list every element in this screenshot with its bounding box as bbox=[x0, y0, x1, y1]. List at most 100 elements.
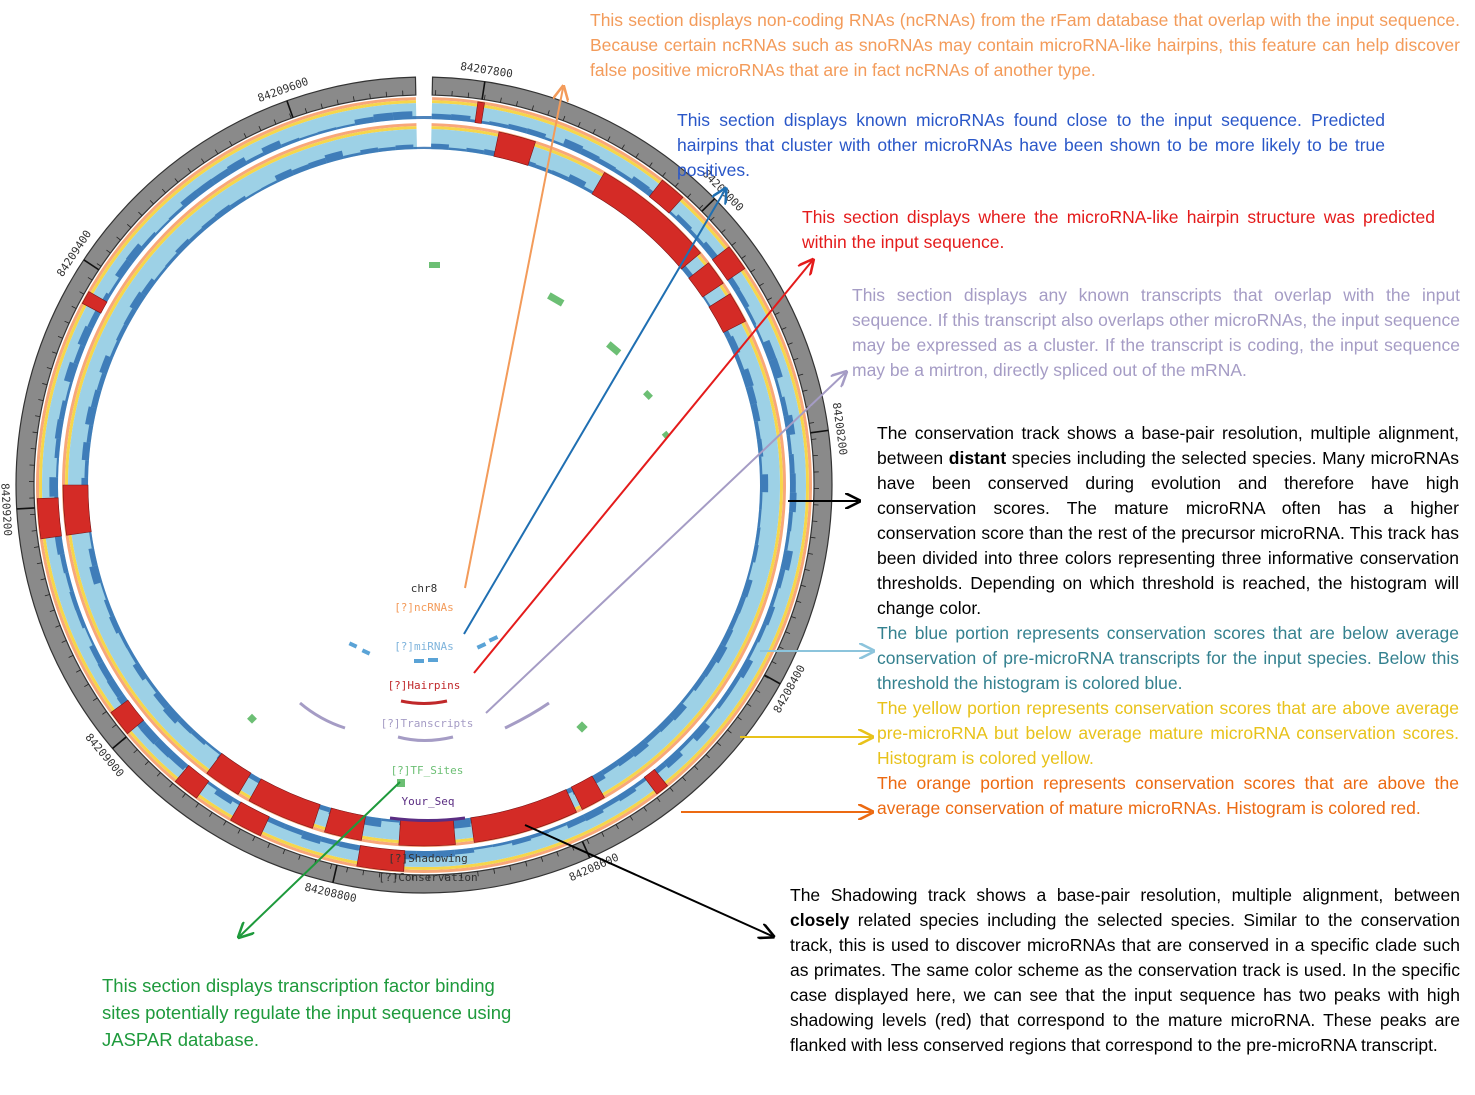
tick-minor bbox=[49, 609, 55, 613]
tick-minor bbox=[96, 263, 102, 267]
shadowing-histogram-bin bbox=[757, 509, 762, 528]
tf-site-mark bbox=[606, 341, 622, 356]
tick-major bbox=[83, 259, 100, 271]
shadowing-histogram-bin bbox=[229, 195, 247, 210]
tick-minor bbox=[195, 803, 199, 808]
conservation-track bbox=[35, 97, 812, 873]
tick-major bbox=[111, 736, 127, 750]
mirna-annotation: This section displays known microRNAs fo… bbox=[677, 110, 1385, 180]
tf-site-mark bbox=[397, 779, 405, 787]
shadowing-histogram-bin bbox=[759, 474, 769, 493]
tick-minor bbox=[223, 820, 227, 826]
tick-minor bbox=[174, 178, 179, 183]
conservation-peak bbox=[230, 801, 270, 837]
hairpin-annotation: This section displays where the microRNA… bbox=[802, 207, 1435, 252]
conservation-histogram-bin bbox=[141, 231, 158, 249]
shadowing-histogram-bin bbox=[711, 643, 728, 664]
conservation-histogram-bin bbox=[775, 568, 786, 589]
conservation-histogram-bin bbox=[87, 309, 102, 330]
tick-minor bbox=[586, 839, 590, 845]
hairpins-track-label[interactable]: [?]Hairpins bbox=[388, 679, 461, 692]
shadowing-histogram-bin bbox=[668, 701, 687, 721]
tick-minor bbox=[577, 122, 581, 127]
shadowing-peak bbox=[570, 775, 605, 810]
tick-minor bbox=[629, 815, 634, 821]
conservation-histogram-bin bbox=[245, 152, 265, 165]
tick-minor bbox=[126, 223, 132, 228]
transcripts-track-label[interactable]: [?]Transcripts bbox=[381, 717, 474, 730]
shadowing-histogram-bin bbox=[735, 595, 747, 614]
conservation-histogram-bin bbox=[416, 850, 436, 858]
shadowing-track-label[interactable]: [?]Shadowing bbox=[388, 852, 467, 865]
mirna-mark bbox=[476, 642, 487, 650]
tick-minor bbox=[38, 399, 44, 401]
shadowing-histogram-bin bbox=[90, 389, 102, 409]
shadowing-histogram-bin bbox=[728, 611, 740, 631]
shadowing-peak bbox=[493, 131, 536, 166]
shadowing-histogram-bin bbox=[567, 174, 587, 189]
tick-minor bbox=[330, 863, 333, 869]
conservation-track-label[interactable]: [?]Conservation bbox=[378, 871, 477, 884]
tick-minor bbox=[71, 305, 77, 309]
tf-site-marks bbox=[247, 262, 671, 787]
tick-minor bbox=[774, 312, 780, 316]
shadowing-histogram-bin bbox=[395, 144, 414, 151]
conservation-histogram-bin bbox=[412, 115, 432, 120]
tick-minor bbox=[320, 103, 323, 109]
conservation-histogram-bin bbox=[769, 587, 779, 607]
tick-minor bbox=[796, 600, 802, 603]
conservation-histogram-bin bbox=[761, 339, 777, 362]
tick-minor bbox=[61, 640, 67, 643]
tick-minor bbox=[737, 716, 742, 721]
conservation-histogram-bin bbox=[283, 823, 304, 836]
conservation-histogram-bin bbox=[140, 724, 160, 745]
hairpin-pointer-arrow bbox=[473, 261, 812, 674]
conservation-annotation: The conservation track shows a base-pair… bbox=[877, 423, 1459, 618]
tick-minor bbox=[46, 367, 52, 370]
conservation-histogram-bin bbox=[565, 814, 587, 829]
shadowing-histogram-bin bbox=[615, 750, 635, 767]
tick-minor bbox=[289, 113, 292, 119]
shadowing-histogram-bin bbox=[84, 460, 89, 478]
tick-minor bbox=[705, 754, 710, 759]
conservation-histogram-bin bbox=[600, 796, 620, 810]
shadowing-histogram-bin bbox=[751, 544, 759, 563]
tick-minor bbox=[746, 703, 752, 707]
shadowing-histogram-bin bbox=[643, 727, 661, 744]
mirnas-track-label[interactable]: [?]miRNAs bbox=[394, 640, 454, 653]
tick-minor bbox=[467, 92, 470, 98]
shadowing-histogram-bin bbox=[413, 146, 432, 150]
shadowing-histogram-bin bbox=[741, 578, 753, 598]
shadowing-histogram-bin bbox=[175, 238, 192, 255]
conservation-peak bbox=[36, 497, 62, 540]
shadowing-histogram-bin bbox=[701, 659, 717, 678]
your-seq-track-label[interactable]: Your_Seq bbox=[402, 795, 455, 808]
tick-minor bbox=[802, 389, 808, 392]
conservation-histogram-bin bbox=[629, 176, 650, 194]
tick-minor bbox=[682, 776, 687, 782]
hairpin-arc bbox=[400, 699, 448, 705]
conservation-histogram-bin bbox=[392, 111, 413, 121]
tick-minor bbox=[656, 797, 661, 802]
ncrnas-track-label[interactable]: [?]ncRNAs bbox=[394, 601, 454, 614]
mirna-mark bbox=[361, 648, 371, 656]
shadowing-peak bbox=[591, 171, 701, 270]
tick-minor bbox=[336, 99, 339, 105]
conservation-histogram-bin bbox=[492, 840, 512, 848]
shadowing-histogram-bin bbox=[89, 565, 103, 585]
conservation-histogram-bin bbox=[54, 419, 64, 440]
tick-minor bbox=[615, 824, 619, 829]
shadowing-histogram-bin bbox=[88, 530, 94, 549]
tick-minor bbox=[607, 136, 611, 142]
tick-minor bbox=[68, 654, 74, 658]
conservation-histogram-bin bbox=[789, 473, 796, 493]
shadowing-histogram-bin bbox=[109, 615, 122, 634]
shadowing-histogram-bin bbox=[188, 227, 205, 243]
transcript-arc-bottom bbox=[397, 735, 454, 742]
shadowing-annotation: The Shadowing track shows a base-pair re… bbox=[790, 885, 1460, 1055]
shadowing-peak bbox=[470, 789, 577, 843]
tick-minor bbox=[31, 530, 37, 532]
tick-minor bbox=[771, 661, 777, 665]
tf-sites-track-label[interactable]: [?]TF_Sites bbox=[391, 764, 464, 777]
shadowing-histogram-bin bbox=[466, 147, 485, 155]
